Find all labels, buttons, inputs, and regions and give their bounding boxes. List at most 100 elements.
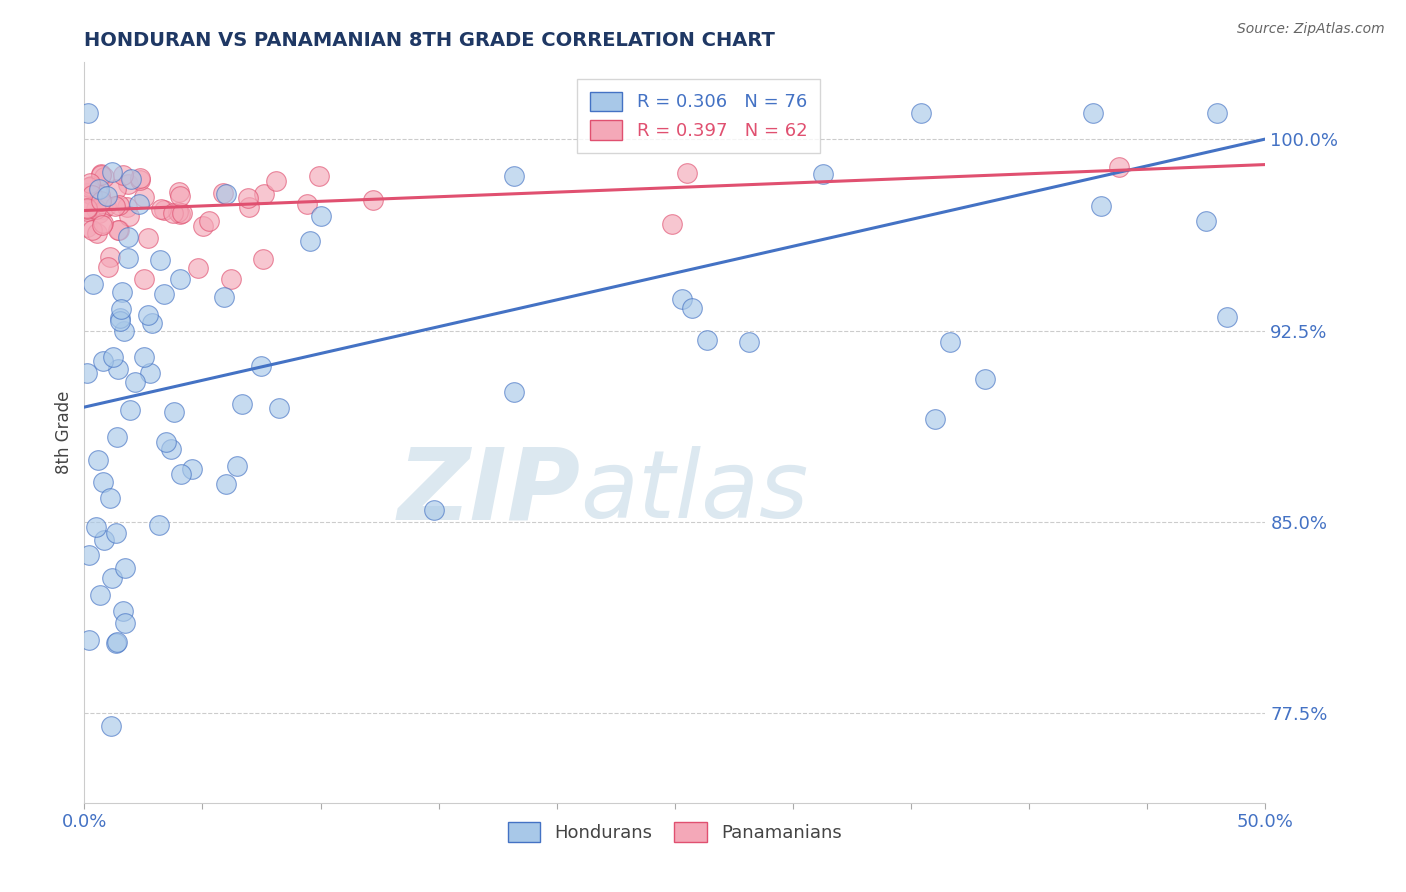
Point (661, 217, 683, 231)
Point (696, 334, 718, 348)
Point (423, 502, 446, 516)
Point (219, 272, 242, 286)
Point (671, 293, 693, 307)
Point (93, 169, 115, 184)
Point (117, 177, 139, 191)
Point (98, 250, 121, 264)
Point (363, 193, 385, 207)
Point (117, 230, 139, 244)
Point (90, 169, 112, 183)
Point (76, 203, 98, 218)
Point (108, 198, 131, 212)
Point (155, 434, 177, 449)
Point (169, 467, 191, 481)
Point (76, 186, 98, 201)
Point (264, 174, 287, 188)
Point (153, 287, 176, 301)
Point (1081, 106, 1104, 120)
Point (938, 335, 960, 350)
Point (101, 350, 124, 364)
Point (79, 177, 101, 191)
Point (811, 167, 834, 181)
Point (86, 226, 108, 240)
Point (77, 549, 100, 563)
Point (80, 223, 103, 237)
Point (105, 430, 128, 444)
Point (100, 719, 122, 733)
Point (225, 459, 247, 474)
Point (89, 187, 111, 202)
Point (105, 635, 128, 649)
Point (910, 106, 932, 120)
Point (93, 216, 115, 230)
Point (107, 361, 129, 376)
Point (1108, 160, 1130, 174)
Point (149, 252, 172, 267)
Point (117, 209, 139, 223)
Point (215, 187, 238, 202)
Point (124, 375, 146, 389)
Point (107, 223, 129, 237)
Point (215, 477, 238, 491)
Point (1090, 199, 1112, 213)
Point (108, 311, 131, 326)
Text: HONDURAN VS PANAMANIAN 8TH GRADE CORRELATION CHART: HONDURAN VS PANAMANIAN 8TH GRADE CORRELA… (84, 30, 775, 50)
Point (86, 202, 108, 217)
Point (105, 182, 128, 196)
Point (503, 169, 526, 183)
Point (90, 218, 112, 232)
Point (308, 169, 330, 183)
Point (96, 188, 118, 202)
Point (503, 384, 526, 399)
Point (252, 252, 274, 267)
Point (114, 560, 136, 574)
Point (120, 172, 142, 186)
Point (77, 633, 100, 648)
Point (76, 201, 98, 215)
Point (112, 168, 135, 182)
Point (681, 301, 703, 316)
Point (111, 603, 134, 617)
Point (76, 202, 98, 216)
Point (77, 106, 100, 120)
Point (169, 189, 191, 203)
Point (924, 412, 946, 426)
Point (187, 260, 209, 275)
Point (136, 308, 159, 322)
Point (93, 533, 115, 548)
Point (138, 367, 160, 381)
Point (91, 475, 114, 490)
Point (104, 526, 127, 541)
Point (110, 302, 132, 317)
Point (114, 615, 136, 630)
Point (79, 179, 101, 194)
Point (84, 520, 107, 534)
Point (80, 188, 103, 202)
Point (115, 200, 138, 214)
Point (90, 167, 112, 181)
Y-axis label: 8th Grade: 8th Grade (55, 391, 73, 475)
Point (104, 199, 127, 213)
Point (101, 165, 124, 179)
Point (191, 219, 214, 234)
Point (91, 202, 114, 216)
Point (82, 277, 104, 291)
Point (973, 372, 995, 386)
Point (172, 205, 194, 219)
Point (118, 402, 141, 417)
Point (89, 589, 111, 603)
Point (1195, 214, 1218, 228)
Point (108, 223, 131, 237)
Point (238, 200, 260, 214)
Point (311, 209, 333, 223)
Point (169, 206, 191, 220)
Point (129, 172, 152, 186)
Point (295, 197, 318, 211)
Point (87, 452, 110, 467)
Point (110, 285, 132, 299)
Point (269, 401, 291, 416)
Point (236, 191, 259, 205)
Point (1216, 310, 1239, 324)
Point (166, 205, 188, 219)
Point (117, 251, 139, 265)
